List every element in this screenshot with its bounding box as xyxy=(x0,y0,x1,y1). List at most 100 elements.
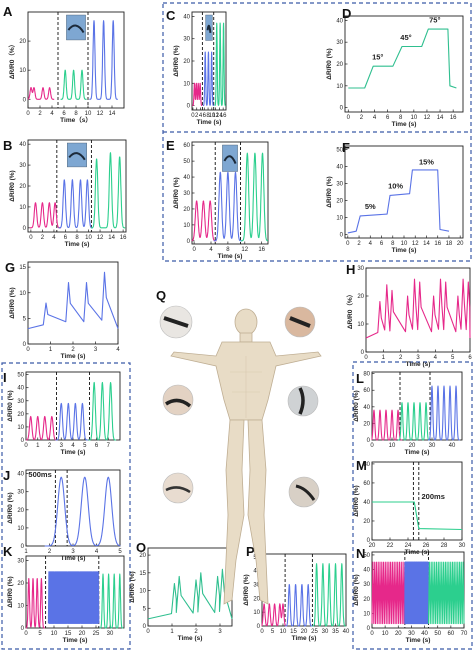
series-line-1 xyxy=(284,584,313,627)
x-tick-label: 2 xyxy=(399,355,403,361)
x-tick-label: 30 xyxy=(107,631,114,637)
x-tick-label: 1 xyxy=(49,347,53,353)
y-tick-label: 40 xyxy=(183,175,190,181)
y-tick-label: 80 xyxy=(363,462,370,468)
x-tick-label: 0 xyxy=(260,629,264,635)
series-line-2 xyxy=(427,561,465,625)
y-axis-label: ΔR/R0 (%) xyxy=(7,576,14,607)
panel-label-j: J xyxy=(3,468,10,483)
x-tick-label: 0 xyxy=(370,443,374,449)
x-tick-label: 6 xyxy=(203,113,207,119)
x-axis-label: Time (s) xyxy=(292,635,317,642)
x-tick-label: 8 xyxy=(75,235,79,241)
series-line-2 xyxy=(88,381,117,441)
y-tick-label: 20 xyxy=(183,207,190,213)
y-tick-label: 10 xyxy=(17,526,24,532)
series-line-2 xyxy=(89,20,119,100)
panel-label-k: K xyxy=(3,544,13,559)
x-tick-label: 5 xyxy=(38,631,42,637)
y-axis-label: ΔR/R0 (%) xyxy=(243,574,250,605)
x-tick-label: 18 xyxy=(446,241,453,247)
x-tick-label: 20 xyxy=(409,443,416,449)
y-tick-label: 40 xyxy=(19,142,26,148)
x-axis-label: Time（s） xyxy=(60,116,92,124)
panel-label-h: H xyxy=(346,262,355,277)
x-tick-label: 8 xyxy=(399,115,403,121)
y-tick-label: 40 xyxy=(17,386,24,392)
y-tick-label: 10 xyxy=(139,589,146,595)
x-tick-label: 8 xyxy=(226,247,230,253)
y-tick-label: 40 xyxy=(17,472,24,478)
y-axis-label: ΔR/R0 (%) xyxy=(353,390,360,421)
chart-f: F 0 2 4 6 8 10 12 14 16 18 20 0 10 20 30 40 50 Time (s) ΔR/… xyxy=(326,140,464,254)
series-line-1 xyxy=(55,402,89,441)
y-tick-label: 0 xyxy=(143,624,147,630)
x-tick-label: 10 xyxy=(280,629,287,635)
series-line-0 xyxy=(261,603,288,627)
x-tick-label: 25 xyxy=(93,631,100,637)
y-tick-label: 10 xyxy=(17,604,24,610)
y-tick-label: 40 xyxy=(336,164,343,170)
x-tick-label: 0 xyxy=(26,111,30,117)
plot-frame xyxy=(344,15,464,113)
y-axis-label: ΔR/R0 (%) xyxy=(326,48,333,79)
x-tick-label: 6 xyxy=(380,241,384,247)
series-line-0 xyxy=(29,202,62,229)
x-tick-label: 3 xyxy=(60,443,64,449)
series-line-0 xyxy=(27,87,55,100)
series-line-0 xyxy=(44,476,121,547)
y-tick-label: 30 xyxy=(183,37,190,43)
annotation-label: 10% xyxy=(388,182,403,191)
x-tick-label: 3 xyxy=(416,355,420,361)
y-tick-label: 15 xyxy=(19,265,26,271)
y-tick-label: 20 xyxy=(357,294,364,300)
chart-o: O 0 1 2 3 0 5 10 15 20 Time (s) ΔR/R0 (%) xyxy=(129,540,233,642)
chart-g: G 0 1 2 3 4 0 5 10 15 Time (s) ΔR/R0 (%) xyxy=(5,260,120,360)
y-tick-label: 0 xyxy=(367,538,371,544)
x-tick-label: 4 xyxy=(434,355,438,361)
plot-frame xyxy=(25,469,121,547)
x-tick-label: 40 xyxy=(449,443,456,449)
y-tick-label: 0 xyxy=(23,226,27,232)
y-axis-label: ΔR/R0 (%) xyxy=(353,485,360,516)
y-tick-label: 10 xyxy=(253,610,260,616)
plot-frame xyxy=(344,145,464,239)
y-tick-label: 0 xyxy=(21,438,25,444)
x-tick-label: 6 xyxy=(386,115,390,121)
panel-label-g: G xyxy=(5,260,15,275)
y-tick-label: 20 xyxy=(336,62,343,68)
chart-b: B 0 2 4 6 8 10 12 14 16 0 10 20 30 40 Time (s) ΔR/R0 (%) xyxy=(3,138,127,248)
y-axis-label: ΔR/R0（%） xyxy=(8,41,16,79)
inset-sensor-shape xyxy=(67,24,85,34)
y-tick-label: 10 xyxy=(363,611,370,617)
x-tick-label: 5 xyxy=(451,355,455,361)
x-tick-label: 50 xyxy=(434,631,441,637)
x-axis-label: Time (s) xyxy=(392,247,417,254)
series-line-0 xyxy=(347,169,450,234)
y-tick-label: 10 xyxy=(183,223,190,229)
y-tick-label: 20 xyxy=(253,596,260,602)
x-tick-label: 2 xyxy=(195,113,199,119)
series-line-1 xyxy=(60,69,88,100)
panel-label-b: B xyxy=(3,138,12,153)
series-line-0 xyxy=(371,561,406,625)
y-axis-label: ΔR/R0 (%) xyxy=(9,170,16,201)
y-tick-label: 30 xyxy=(363,582,370,588)
human-body-illustration: Q xyxy=(156,288,322,605)
y-axis-label: ΔR/R0 (%) xyxy=(326,176,333,207)
x-tick-label: 0 xyxy=(192,247,196,253)
x-tick-label: 15 xyxy=(65,631,72,637)
plot-frame xyxy=(371,461,463,541)
y-axis-label: ΔR/R0 (%) xyxy=(173,177,180,208)
y-tick-label: 0 xyxy=(23,97,27,103)
x-axis-label: Time (s) xyxy=(61,353,86,360)
inset-photo xyxy=(222,144,238,172)
x-tick-label: 1 xyxy=(36,443,40,449)
x-tick-label: 7 xyxy=(107,443,111,449)
y-tick-label: 0 xyxy=(367,626,371,632)
y-tick-label: 20 xyxy=(17,412,24,418)
x-tick-label: 4 xyxy=(50,111,54,117)
x-tick-label: 26 xyxy=(423,543,430,549)
panel-label-d: D xyxy=(342,6,351,21)
